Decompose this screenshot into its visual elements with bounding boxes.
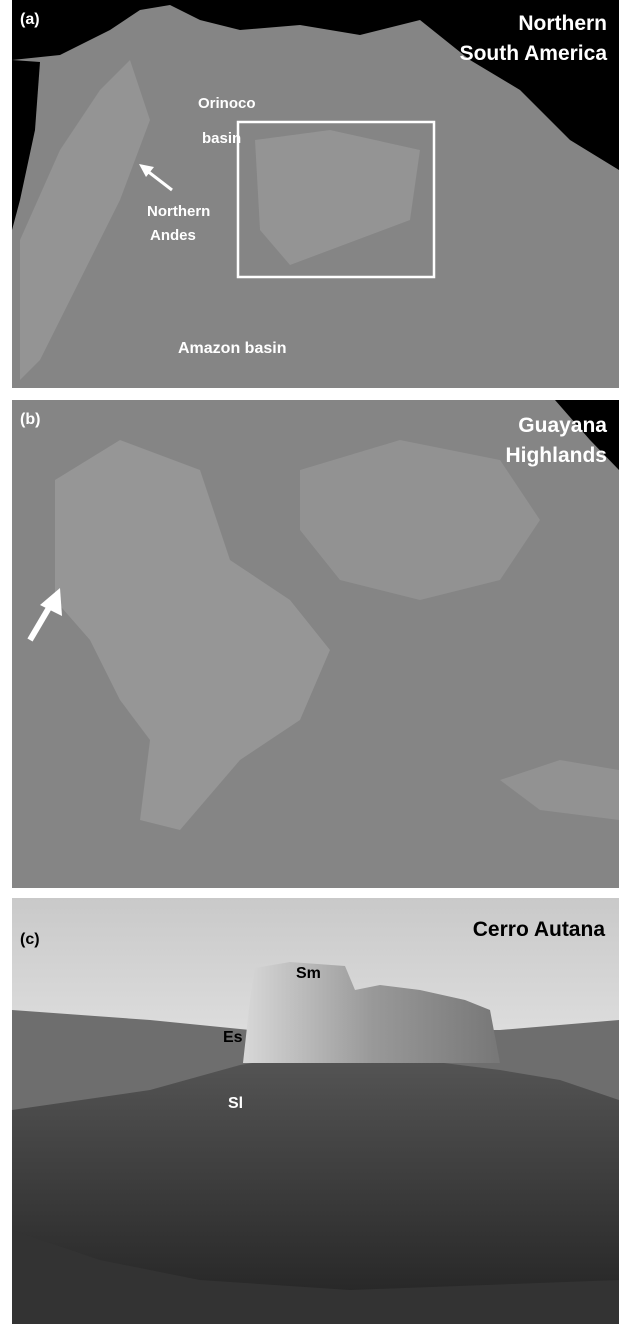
panel-title: South America	[460, 42, 608, 65]
annotation: basin	[202, 130, 241, 147]
panel-label: (a)	[20, 11, 40, 28]
panel-label: (b)	[20, 411, 40, 428]
annotation: Sm	[296, 965, 321, 982]
panel-title: Guayana	[518, 414, 607, 437]
panel-b: (b) Guayana Highlands	[12, 400, 619, 888]
panel-label: (c)	[20, 931, 40, 948]
panel-title: Northern	[518, 12, 607, 35]
panel-a: (a) Northern South America Orinoco basin…	[12, 0, 619, 388]
panel-title: Cerro Autana	[473, 918, 606, 941]
annotation: Amazon basin	[178, 340, 286, 357]
annotation: Sl	[228, 1095, 243, 1112]
annotation: Es	[223, 1029, 243, 1046]
annotation: Orinoco	[198, 95, 256, 112]
annotation: Northern	[147, 203, 210, 220]
figure: (a) Northern South America Orinoco basin…	[0, 0, 619, 1324]
annotation: Andes	[150, 227, 196, 244]
panel-title: Highlands	[505, 444, 607, 467]
panel-c: (c) Cerro Autana Sm Es Sl	[12, 898, 619, 1324]
